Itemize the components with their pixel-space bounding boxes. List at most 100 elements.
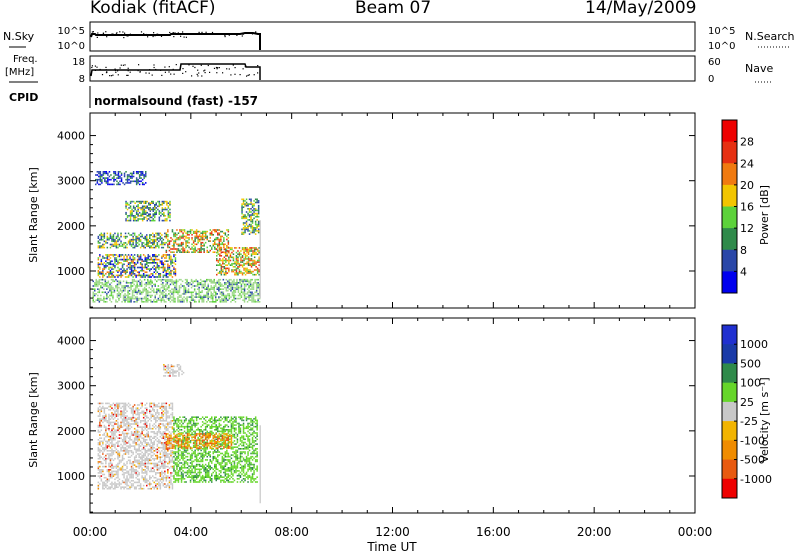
cpid-value: normalsound (fast) -157: [94, 94, 258, 108]
heatmap-cell: [244, 231, 246, 234]
heatmap-cell: [102, 273, 104, 275]
heatmap-cell: [156, 265, 159, 267]
heatmap-cell: [117, 171, 120, 173]
heatmap-cell: [152, 200, 154, 203]
heatmap-cell: [183, 238, 186, 241]
heatmap-cell: [174, 282, 176, 284]
nave-point: [239, 74, 241, 76]
heatmap-cell: [155, 405, 157, 408]
heatmap-cell: [159, 457, 162, 460]
heatmap-cell: [104, 178, 106, 181]
heatmap-cell: [130, 297, 132, 300]
heatmap-cell: [153, 437, 155, 439]
heatmap-cell: [165, 476, 168, 479]
heatmap-cell: [231, 299, 234, 301]
heatmap-cell: [106, 480, 109, 482]
heatmap-cell: [155, 240, 157, 243]
heatmap-cell: [254, 294, 256, 297]
heatmap-cell: [153, 465, 155, 468]
heatmap-cell: [224, 282, 226, 284]
heatmap-cell: [195, 237, 198, 239]
nsky-point: [123, 37, 125, 39]
heatmap-cell: [138, 445, 140, 447]
heatmap-cell: [147, 416, 149, 419]
heatmap-cell: [189, 291, 191, 294]
heatmap-cell: [138, 183, 141, 186]
heatmap-cell: [154, 291, 156, 294]
heatmap-cell: [152, 480, 154, 482]
heatmap-cell: [165, 288, 167, 290]
heatmap-cell: [161, 456, 163, 458]
heatmap-cell: [159, 266, 162, 269]
heatmap-cell: [127, 296, 129, 298]
heatmap-cell: [137, 171, 139, 173]
heatmap-cell: [159, 299, 161, 301]
heatmap-cell: [120, 421, 122, 424]
heatmap-cell: [141, 443, 143, 446]
heatmap-cell: [228, 294, 231, 297]
heatmap-cell: [114, 473, 116, 476]
heatmap-cell: [115, 420, 118, 422]
heatmap-cell: [194, 425, 196, 428]
heatmap-cell: [162, 413, 165, 416]
heatmap-cell: [144, 434, 146, 436]
heatmap-cell: [145, 282, 147, 284]
nave-point: [216, 68, 218, 70]
heatmap-cell: [135, 276, 137, 278]
heatmap-cell: [249, 269, 251, 271]
heatmap-cell: [126, 426, 128, 428]
heatmap-cell: [191, 471, 193, 474]
heatmap-cell: [121, 245, 124, 247]
heatmap-cell: [143, 278, 146, 281]
heatmap-cell: [198, 299, 200, 301]
heatmap-cell: [185, 235, 187, 238]
heatmap-cell: [142, 445, 145, 447]
heatmap-cell: [161, 208, 164, 211]
heatmap-cell: [144, 235, 146, 238]
heatmap-cell: [223, 272, 226, 274]
heatmap-cell: [176, 424, 178, 426]
heatmap-cell: [167, 469, 169, 471]
heatmap-cell: [197, 230, 199, 233]
heatmap-cell: [132, 205, 135, 208]
heatmap-cell: [170, 426, 172, 428]
heatmap-cell: [252, 262, 254, 265]
heatmap-cell: [100, 462, 103, 465]
heatmap-cell: [102, 465, 104, 468]
heatmap-cell: [165, 415, 168, 417]
nsky-point: [173, 32, 176, 34]
heatmap-cell: [106, 470, 109, 473]
heatmap-cell: [144, 426, 146, 428]
heatmap-cell: [161, 412, 163, 414]
heatmap-cell: [177, 454, 180, 456]
heatmap-cell: [125, 211, 127, 214]
heatmap-cell: [97, 266, 100, 269]
heatmap-cell: [125, 171, 127, 173]
heatmap-cell: [226, 264, 229, 266]
heatmap-cell: [162, 448, 165, 451]
heatmap-cell: [127, 297, 129, 300]
heatmap-cell: [124, 288, 126, 290]
heatmap-cell: [258, 301, 261, 303]
heatmap-cell: [141, 234, 143, 236]
heatmap-cell: [219, 253, 221, 255]
heatmap-cell: [164, 254, 166, 256]
heatmap-cell: [124, 420, 127, 422]
heatmap-cell: [115, 467, 118, 469]
heatmap-cell: [198, 471, 201, 474]
heatmap-cell: [152, 454, 154, 457]
heatmap-cell: [195, 301, 197, 303]
heatmap-cell: [115, 260, 118, 262]
heatmap-cell: [99, 465, 101, 468]
heatmap-cell: [113, 280, 116, 283]
heatmap-cell: [192, 416, 195, 418]
heatmap-cell: [167, 238, 169, 241]
heatmap-cell: [167, 230, 169, 233]
nave-point: [234, 73, 236, 75]
heatmap-cell: [146, 237, 148, 239]
heatmap-cell: [171, 402, 174, 405]
heatmap-cell: [103, 296, 105, 298]
heatmap-cell: [243, 247, 245, 249]
heatmap-cell: [192, 481, 195, 483]
heatmap-cell: [173, 232, 175, 234]
